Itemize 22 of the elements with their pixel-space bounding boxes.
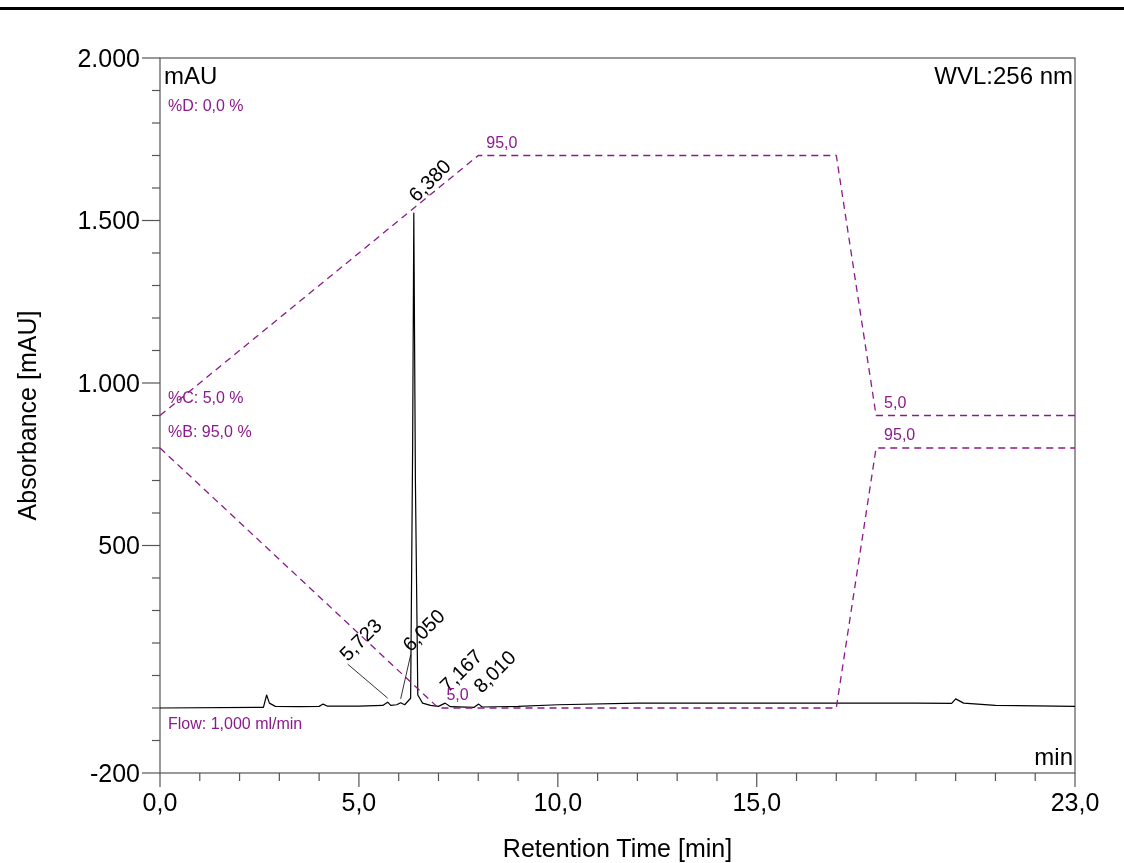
y-tick-label: 1.500 xyxy=(77,206,140,235)
x-tick-label: 10,0 xyxy=(533,788,583,816)
annotation: %C: 5,0 % xyxy=(168,389,244,406)
y-axis-title: Absorbance [mAU] xyxy=(13,310,41,521)
x-tick-label: 23,0 xyxy=(1050,788,1100,816)
x-tick-label: 5,0 xyxy=(341,788,377,816)
y-tick-label: -200 xyxy=(89,758,140,787)
annotation: min xyxy=(1034,743,1073,770)
annotation: 95,0 xyxy=(486,133,518,151)
x-axis-title: Retention Time [min] xyxy=(502,834,733,862)
x-tick-label: 15,0 xyxy=(732,788,782,816)
annotation: mAU xyxy=(164,62,218,89)
annotation: WVL:256 nm xyxy=(934,62,1073,89)
y-tick-label: 2.000 xyxy=(77,43,140,72)
annotation: %B: 95,0 % xyxy=(168,423,252,440)
x-tick-label: 0,0 xyxy=(142,788,178,816)
y-tick-label: 500 xyxy=(98,531,140,560)
annotation: Flow: 1,000 ml/min xyxy=(168,715,303,732)
y-tick-label: 1.000 xyxy=(77,368,140,397)
annotation: 95,0 xyxy=(884,426,916,443)
annotation: %D: 0,0 % xyxy=(168,97,244,114)
annotation: 5,0 xyxy=(884,393,907,411)
